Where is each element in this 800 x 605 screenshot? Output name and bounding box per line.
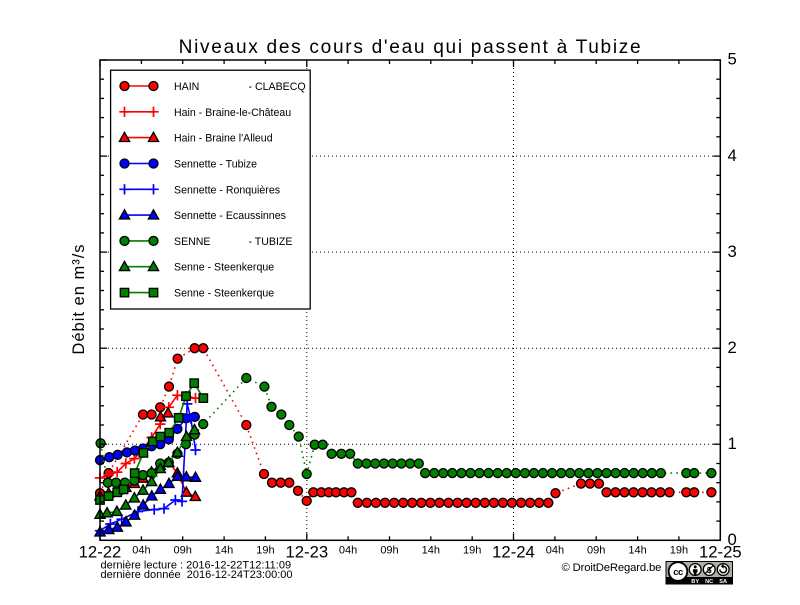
svg-text:09h: 09h	[380, 545, 398, 557]
svg-text:19h: 19h	[463, 545, 481, 557]
svg-text:09h: 09h	[587, 545, 605, 557]
svg-text:2: 2	[728, 338, 737, 357]
svg-text:14h: 14h	[215, 545, 233, 557]
svg-text:Hain - Braine l'Alleud: Hain - Braine l'Alleud	[174, 133, 273, 145]
svg-text:Senne - Steenkerque: Senne - Steenkerque	[174, 288, 274, 300]
svg-text:12-23: 12-23	[285, 543, 328, 562]
svg-text:3: 3	[728, 242, 737, 261]
svg-text:SA: SA	[719, 579, 727, 585]
svg-text:dernière lecture : 2016-12-22T: dernière lecture : 2016-12-22T12:11:09	[101, 560, 292, 572]
svg-text:14h: 14h	[422, 545, 440, 557]
svg-text:Sennette - Ecaussinnes: Sennette - Ecaussinnes	[174, 210, 286, 222]
svg-text:Débit en m³/s: Débit en m³/s	[70, 243, 88, 354]
svg-text:Hain - Braine-le-Château: Hain - Braine-le-Château	[174, 107, 291, 119]
svg-text:HAIN: HAIN	[174, 81, 199, 93]
svg-text:BY: BY	[691, 579, 699, 585]
svg-text:- TUBIZE: - TUBIZE	[249, 236, 293, 248]
svg-text:NC: NC	[705, 579, 713, 585]
svg-text:12-22: 12-22	[79, 543, 122, 562]
svg-text:Senne - Steenkerque: Senne - Steenkerque	[174, 262, 274, 274]
svg-text:19h: 19h	[670, 545, 688, 557]
svg-text:0: 0	[728, 530, 737, 549]
svg-text:Sennette - Tubize: Sennette - Tubize	[174, 159, 257, 171]
svg-text:Sennette - Ronquières: Sennette - Ronquières	[174, 184, 280, 196]
svg-text:- CLABECQ: - CLABECQ	[249, 81, 306, 93]
svg-text:04h: 04h	[132, 545, 150, 557]
svg-text:09h: 09h	[174, 545, 192, 557]
svg-text:© DroitDeRegard.be: © DroitDeRegard.be	[562, 562, 662, 574]
svg-text:cc: cc	[673, 567, 683, 578]
svg-text:04h: 04h	[546, 545, 564, 557]
svg-text:1: 1	[728, 434, 737, 453]
svg-text:dernière donnée 2016-12-24T23: dernière donnée 2016-12-24T23:00:00	[101, 569, 293, 581]
svg-text:4: 4	[728, 146, 737, 165]
svg-text:14h: 14h	[628, 545, 646, 557]
svg-text:5: 5	[728, 50, 737, 69]
svg-text:04h: 04h	[339, 545, 357, 557]
svg-text:12-25: 12-25	[699, 543, 742, 562]
svg-text:19h: 19h	[256, 545, 274, 557]
svg-text:12-24: 12-24	[492, 543, 535, 562]
svg-text:Niveaux des cours d'eau qui pa: Niveaux des cours d'eau qui passent à Tu…	[179, 37, 643, 58]
svg-text:SENNE: SENNE	[174, 236, 211, 248]
